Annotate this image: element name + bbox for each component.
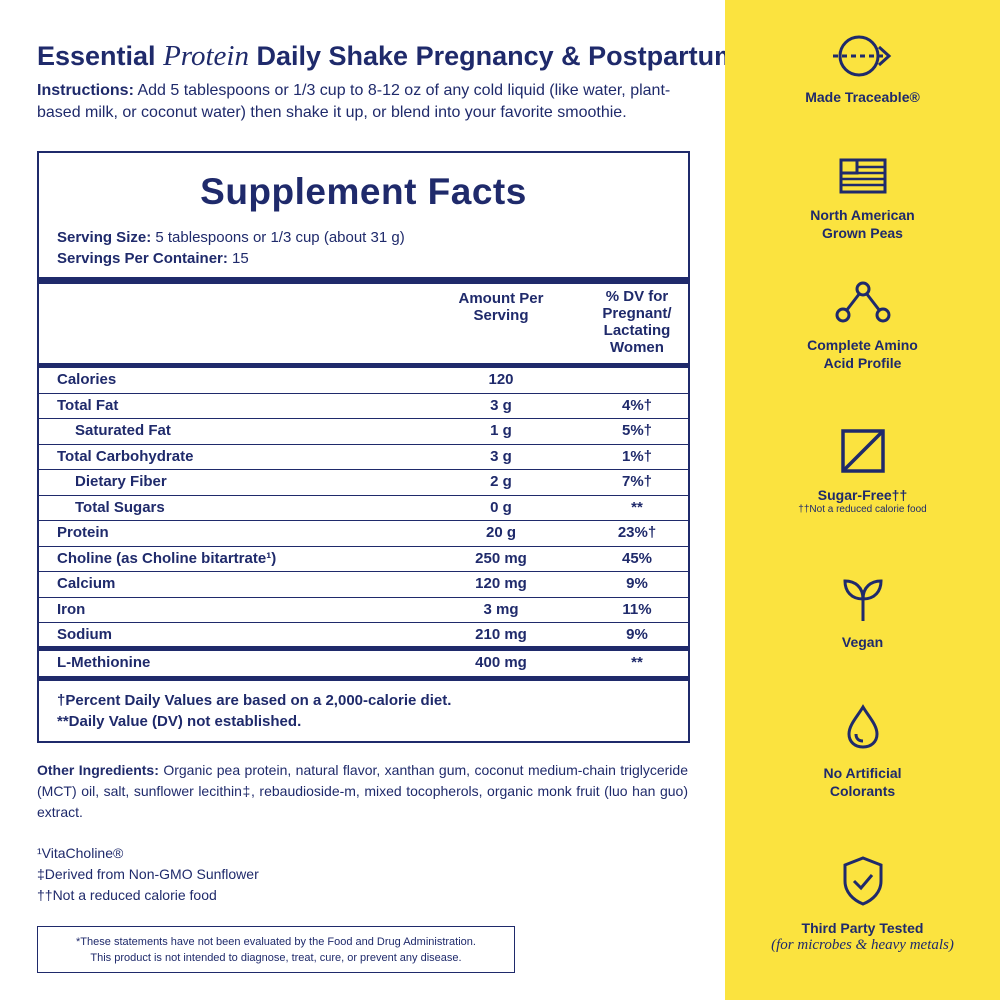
sprout-icon	[842, 579, 883, 621]
table-row: Dietary Fiber 2 g 7%†	[39, 470, 688, 496]
instructions-text: Add 5 tablespoons or 1/3 cup to 8-12 oz …	[37, 82, 671, 121]
instructions-label: Instructions:	[37, 82, 134, 99]
serving-size-label: Serving Size:	[57, 229, 152, 246]
serving-size-value: 5 tablespoons or 1/3 cup (about 31 g)	[151, 229, 405, 246]
table-row-methionine: L-Methionine 400 mg **	[57, 654, 643, 671]
feature-no-colorants: No Artificial Colorants	[725, 704, 1000, 800]
footnote-dv: †Percent Daily Values are based on a 2,0…	[57, 692, 452, 709]
table-row: Choline (as Choline bitartrate¹) 250 mg 45…	[39, 547, 688, 572]
molecule-icon	[835, 281, 890, 323]
other-ingredients-label: Other Ingredients:	[37, 762, 159, 778]
shield-check-icon	[843, 856, 882, 906]
table-row: Total Carbohydrate 3 g 1%†	[39, 445, 688, 470]
table-row: Calcium 120 mg 9%	[39, 572, 688, 598]
col-header-dv: % DV for Pregnant/ Lactating Women	[602, 288, 672, 356]
facts-footnotes: †Percent Daily Values are based on a 2,0…	[57, 690, 451, 732]
note-sunflower: ‡Derived from Non-GMO Sunflower	[37, 866, 259, 882]
table-row: Sodium 210 mg 9%	[57, 626, 648, 643]
serving-info: Serving Size: 5 tablespoons or 1/3 cup (…	[57, 227, 405, 269]
feature-traceable: Made Traceable®	[725, 30, 1000, 106]
table-row: Total Sugars 0 g **	[39, 496, 688, 521]
feature-third-party: Third Party Tested (for microbes & heavy…	[725, 855, 1000, 954]
supplement-facts-panel: Supplement Facts Serving Size: 5 tablesp…	[37, 151, 690, 743]
table-row: Saturated Fat 1 g 5%†	[39, 419, 688, 445]
other-ingredients-text: Organic pea protein, natural flavor, xan…	[37, 762, 688, 820]
instructions: Instructions: Add 5 tablespoons or 1/3 c…	[37, 80, 707, 124]
divider-thick	[39, 676, 688, 681]
features-panel: Made Traceable® North American Grown Pea…	[725, 0, 1000, 1000]
feature-label: Made Traceable®	[805, 89, 920, 105]
divider-thick	[39, 363, 688, 368]
fda-disclaimer: *These statements have not been evaluate…	[37, 926, 515, 973]
other-ingredients: Other Ingredients: Organic pea protein, …	[37, 760, 688, 823]
table-row: Total Fat 3 g 4%†	[39, 394, 688, 419]
divider-thick	[39, 277, 688, 284]
flag-icon	[839, 158, 886, 194]
sugar-free-icon	[840, 429, 885, 473]
feature-peas: North American Grown Peas	[725, 158, 1000, 242]
feature-vegan: Vegan	[725, 575, 1000, 651]
feature-amino: Complete Amino Acid Profile	[725, 280, 1000, 372]
droplet-icon	[846, 704, 879, 749]
table-row: Protein 20 g 23%†	[39, 521, 688, 547]
servings-value: 15	[227, 250, 249, 267]
footnote-not-established: **Daily Value (DV) not established.	[57, 713, 302, 730]
traceable-arrow-icon	[832, 35, 891, 77]
note-calorie: ††Not a reduced calorie food	[37, 887, 217, 903]
col-header-amount: Amount Per Serving	[458, 290, 544, 324]
table-row: Iron 3 mg 11%	[39, 598, 688, 623]
symbol-notes: ¹VitaCholine® ‡Derived from Non-GMO Sunf…	[37, 843, 259, 906]
page-title: Essential Protein Daily Shake Pregnancy …	[37, 40, 739, 72]
note-vitacholine: ¹VitaCholine®	[37, 845, 124, 861]
servings-label: Servings Per Container:	[57, 250, 228, 267]
divider-thick	[39, 646, 688, 651]
feature-sugar-free: Sugar-Free†† ††Not a reduced calorie foo…	[725, 428, 1000, 515]
supplement-facts-title: Supplement Facts	[200, 171, 527, 212]
nutrient-rows: Calories 120 Total Fat 3 g 4%† Saturated Fa…	[39, 368, 688, 649]
table-row: Calories 120	[39, 368, 688, 394]
